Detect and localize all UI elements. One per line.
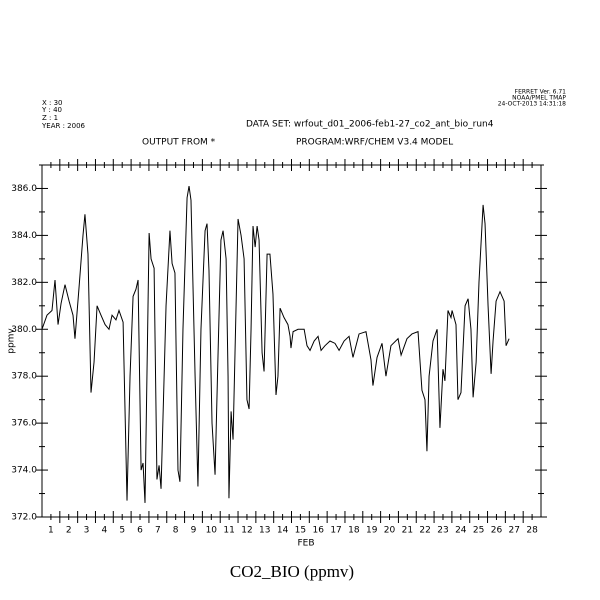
- x-tick-label: 13: [259, 526, 270, 536]
- x-tick-label: 10: [206, 526, 218, 536]
- y-coordinate: Y : 40: [41, 106, 62, 114]
- x-tick-label: 28: [526, 526, 538, 536]
- x-tick-label: 12: [241, 526, 252, 536]
- y-tick-label: 380.0: [11, 325, 37, 335]
- z-coordinate: Z : 1: [42, 114, 58, 122]
- x-tick-label: 26: [491, 526, 503, 536]
- x-tick-label: 24: [455, 526, 467, 536]
- x-tick-label: 4: [102, 526, 108, 536]
- y-tick-label: 376.0: [11, 419, 37, 429]
- y-tick-label: 386.0: [11, 184, 37, 194]
- x-tick-label: 6: [137, 526, 143, 536]
- x-coordinate: X : 30: [42, 99, 63, 107]
- x-tick-label: 21: [402, 526, 413, 536]
- software-org: NOAA/PMEL TMAP: [512, 95, 566, 102]
- x-tick-label: 1: [48, 526, 54, 536]
- y-tick-label: 382.0: [11, 278, 37, 288]
- y-tick-label: 378.0: [11, 372, 37, 382]
- x-tick-label: 16: [313, 526, 325, 536]
- y-tick-label: 372.0: [11, 513, 37, 523]
- output-from: OUTPUT FROM *: [142, 138, 216, 148]
- y-tick-label: 374.0: [11, 466, 37, 476]
- x-tick-label: 23: [437, 526, 448, 536]
- x-tick-label: 9: [191, 526, 197, 536]
- x-tick-label: 25: [473, 526, 484, 536]
- x-tick-label: 14: [277, 526, 289, 536]
- y-axis-label: ppmv: [7, 328, 17, 354]
- x-axis-label: FEB: [297, 539, 314, 549]
- x-tick-label: 11: [223, 526, 234, 536]
- x-tick-label: 20: [384, 526, 396, 536]
- chart-title: CO2_BIO (ppmv): [230, 562, 354, 581]
- x-tick-label: 8: [173, 526, 179, 536]
- data-line: [41, 186, 510, 503]
- x-tick-label: 15: [295, 526, 306, 536]
- x-tick-label: 17: [330, 526, 341, 536]
- x-tick-label: 19: [366, 526, 378, 536]
- timestamp: 24-OCT-2013 14:31:18: [498, 101, 566, 108]
- x-tick-label: 18: [348, 526, 360, 536]
- x-tick-label: 5: [119, 526, 125, 536]
- x-tick-label: 3: [84, 526, 90, 536]
- dataset: DATA SET: wrfout_d01_2006-feb1-27_co2_an…: [246, 120, 494, 130]
- program: PROGRAM:WRF/CHEM V3.4 MODEL: [296, 138, 453, 148]
- y-tick-label: 384.0: [11, 231, 37, 241]
- x-tick-label: 2: [66, 526, 72, 536]
- x-tick-label: 27: [509, 526, 520, 536]
- x-tick-label: 22: [419, 526, 430, 536]
- x-tick-label: 7: [155, 526, 161, 536]
- year: YEAR : 2006: [41, 122, 86, 130]
- software-version: FERRET Ver. 6.71: [515, 89, 567, 96]
